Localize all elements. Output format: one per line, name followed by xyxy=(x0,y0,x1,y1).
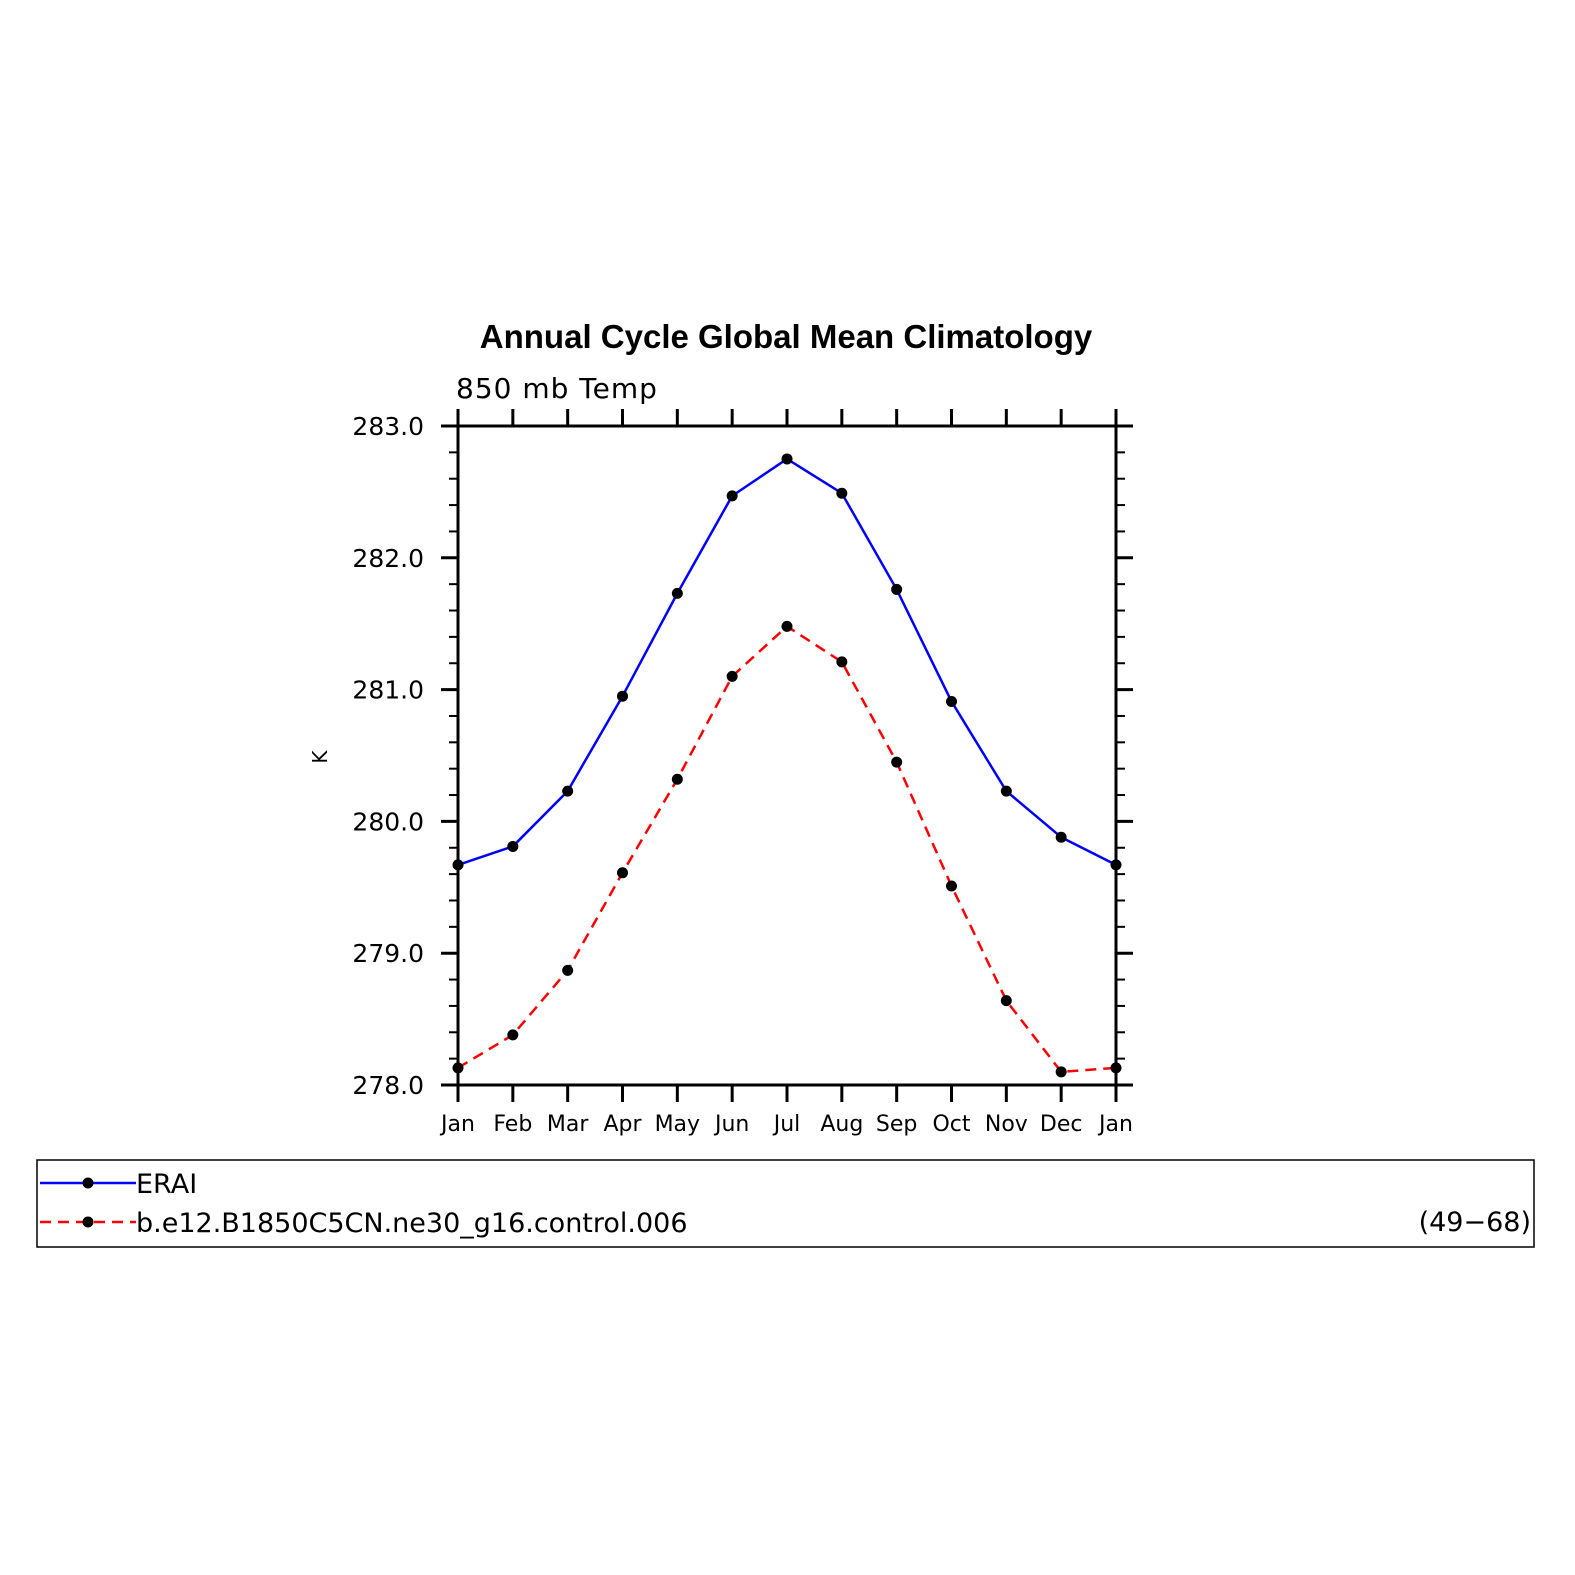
series-2-point xyxy=(891,756,903,768)
legend-entries: ERAI b.e12.B1850C5CN.ne30_g16.control.006 xyxy=(40,1169,688,1239)
x-tick-label: Feb xyxy=(493,1112,532,1137)
x-tick-label: Apr xyxy=(603,1112,642,1137)
legend-label-2: b.e12.B1850C5CN.ne30_g16.control.006 xyxy=(136,1208,688,1239)
legend-marker-2 xyxy=(82,1216,94,1228)
legend-note: (49−68) xyxy=(1419,1207,1531,1238)
series-1-point xyxy=(726,490,738,502)
series-1-point xyxy=(562,785,574,797)
series-1-point xyxy=(946,695,957,707)
series-1-point xyxy=(1055,831,1067,843)
legend-label-1: ERAI xyxy=(136,1169,197,1200)
series-2-point xyxy=(946,880,957,892)
series-layer xyxy=(452,453,1122,1078)
plot-frame xyxy=(456,424,1118,1087)
y-tick-label: 281.0 xyxy=(352,676,424,705)
series-2-point xyxy=(507,1029,519,1041)
x-tick-label: Mar xyxy=(547,1112,589,1137)
series-1-point xyxy=(617,690,628,702)
x-tick-label: Sep xyxy=(876,1112,917,1137)
x-tick-label: Jul xyxy=(772,1112,801,1137)
x-tick-label: Dec xyxy=(1040,1112,1083,1137)
y-tick-label: 282.0 xyxy=(352,544,424,573)
y-axis-label: K xyxy=(308,750,332,764)
chart-title: Annual Cycle Global Mean Climatology xyxy=(480,318,1093,355)
axes-layer xyxy=(441,409,1133,1102)
series-2-point xyxy=(1055,1066,1067,1078)
series-2-point xyxy=(1000,995,1012,1007)
series-line-1 xyxy=(457,457,1117,867)
x-tick-label: Nov xyxy=(985,1112,1028,1137)
series-1-point xyxy=(781,453,793,465)
x-tick-label: May xyxy=(655,1112,700,1137)
chart-subtitle: 850 mb Temp xyxy=(456,372,658,405)
y-tick-label: 283.0 xyxy=(352,412,424,441)
y-tick-label: 279.0 xyxy=(352,939,424,968)
tick-labels: Jan Feb Mar Apr May Jun Jul Aug Sep Oct Nov Dec Jan 2… xyxy=(352,412,1133,1137)
series-1-point xyxy=(507,840,519,852)
y-tick-label: 278.0 xyxy=(352,1071,424,1100)
legend: ERAI b.e12.B1850C5CN.ne30_g16.control.006… xyxy=(36,1159,1535,1248)
series-2-point xyxy=(617,867,628,879)
series-2-point xyxy=(671,773,683,785)
series-2-point xyxy=(726,670,738,682)
series-2-point xyxy=(562,964,574,976)
x-tick-label: Jun xyxy=(713,1112,749,1137)
x-tick-label: Jan xyxy=(439,1112,475,1137)
x-tick-label: Jan xyxy=(1097,1112,1133,1137)
x-tick-label: Oct xyxy=(932,1112,970,1137)
x-tick-label: Aug xyxy=(820,1112,863,1137)
legend-marker-1 xyxy=(82,1177,94,1189)
series-1-point xyxy=(671,587,683,599)
series-1-point xyxy=(1000,785,1012,797)
series-2-point xyxy=(781,620,793,632)
y-tick-label: 280.0 xyxy=(352,807,424,836)
series-2-point xyxy=(836,656,848,668)
series-line-2 xyxy=(457,625,1117,1074)
series-1-point xyxy=(891,583,903,595)
legend-box xyxy=(36,1159,1535,1248)
series-1-point xyxy=(836,487,848,499)
